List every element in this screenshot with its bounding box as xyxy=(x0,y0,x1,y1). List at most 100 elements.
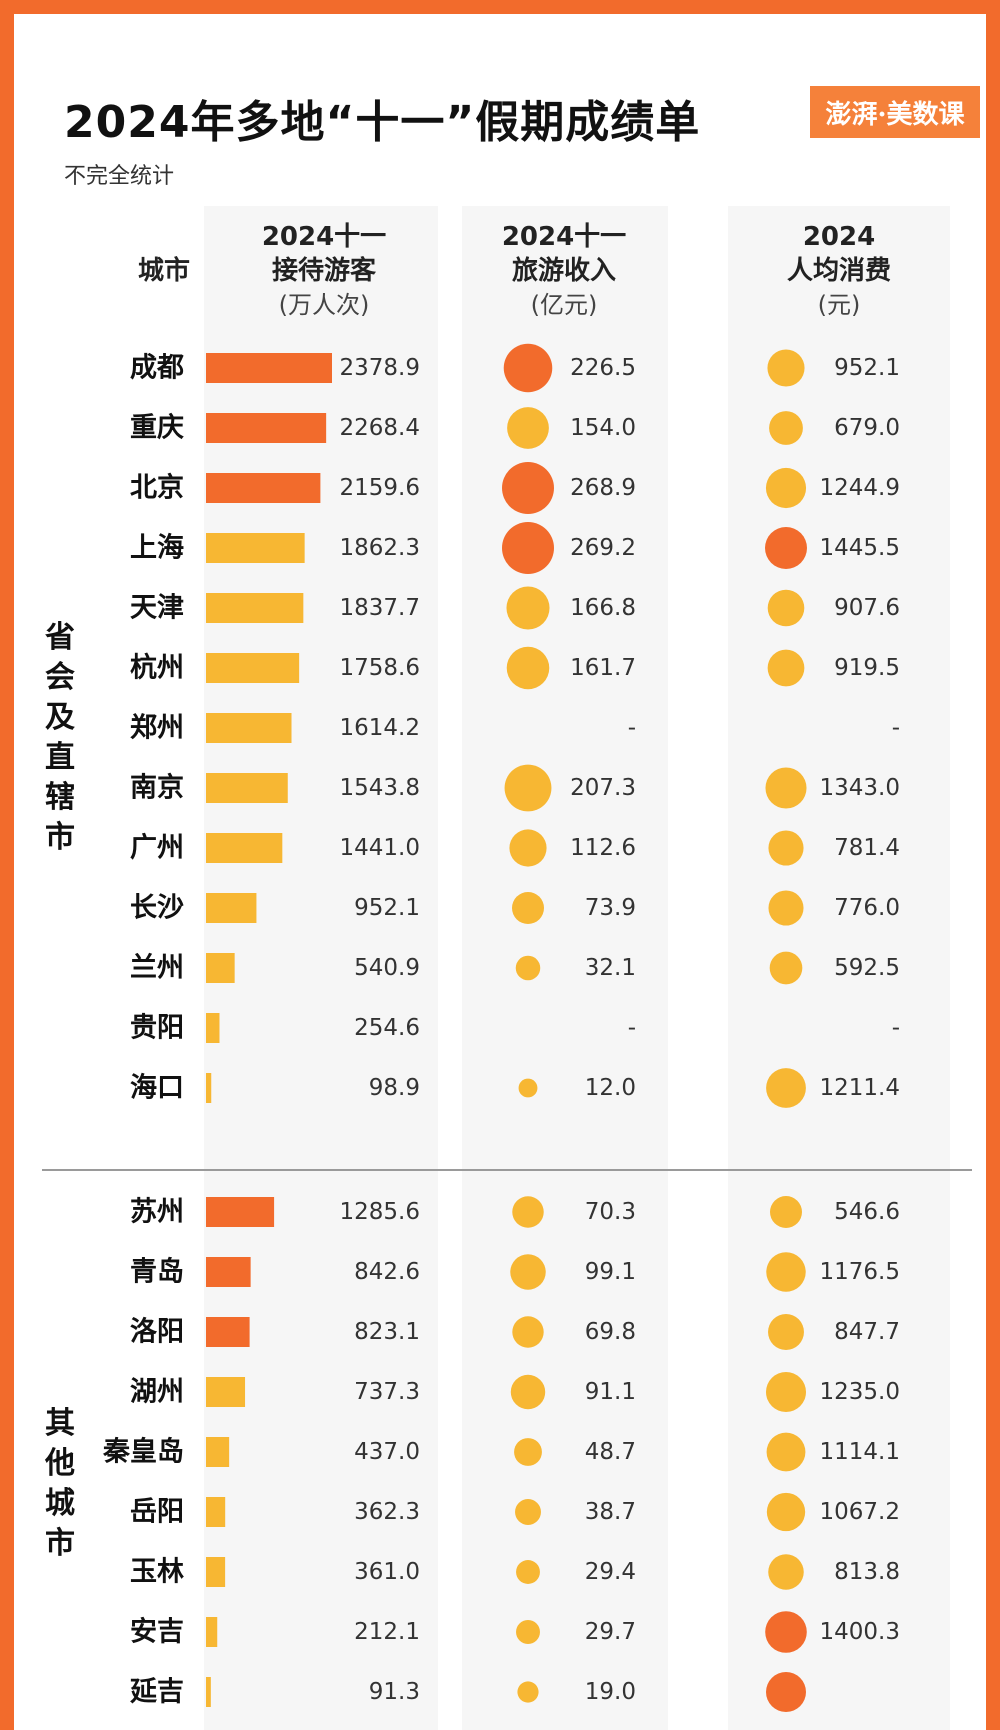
visitors-bar xyxy=(206,1377,246,1407)
revenue-value: 38.7 xyxy=(585,1499,636,1525)
visitors-value: 1837.7 xyxy=(340,595,420,621)
per-capita-header-unit: (元) xyxy=(817,291,861,319)
revenue-value: 226.5 xyxy=(570,355,636,381)
city-label: 成都 xyxy=(130,353,184,384)
revenue-value: - xyxy=(628,715,636,741)
per-capita-bubble xyxy=(766,1672,806,1712)
visitors-value: 1862.3 xyxy=(340,535,420,561)
visitors-header-line1: 2024十一 xyxy=(261,222,387,252)
per-capita-bubble xyxy=(767,349,805,387)
visitors-value: 2378.9 xyxy=(340,355,420,381)
visitors-header: 2024十一 接待游客 (万人次) xyxy=(214,220,434,322)
revenue-column-bg xyxy=(462,206,668,1730)
revenue-value: 268.9 xyxy=(570,475,636,501)
group-label-provincial: 省会及直辖市 xyxy=(45,620,75,855)
city-header-label: 城市 xyxy=(137,256,190,286)
per-capita-value: 813.8 xyxy=(834,1559,900,1585)
visitors-value: 91.3 xyxy=(369,1679,420,1705)
city-label: 长沙 xyxy=(130,893,184,924)
per-capita-header-line2: 人均消费 xyxy=(786,256,891,286)
revenue-value: 207.3 xyxy=(570,775,636,801)
city-label: 青岛 xyxy=(130,1256,184,1288)
revenue-bubble xyxy=(517,1681,539,1703)
visitors-bar xyxy=(206,1497,226,1527)
revenue-value: 154.0 xyxy=(570,415,636,441)
per-capita-value: 847.7 xyxy=(834,1319,900,1345)
revenue-bubble xyxy=(515,1499,541,1525)
visitors-value: 2159.6 xyxy=(340,475,420,501)
revenue-value: 166.8 xyxy=(570,595,636,621)
revenue-bubble xyxy=(516,1620,540,1644)
per-capita-bubble xyxy=(770,1196,802,1228)
visitors-value: 254.6 xyxy=(354,1015,420,1041)
page-title: 2024年多地“十一”假期成绩单 xyxy=(64,97,701,148)
per-capita-bubble xyxy=(768,1314,804,1350)
visitors-value: 540.9 xyxy=(354,955,420,981)
city-label: 广州 xyxy=(130,833,184,864)
visitors-value: 737.3 xyxy=(354,1379,420,1405)
visitors-bar xyxy=(206,413,327,443)
revenue-value: 12.0 xyxy=(585,1075,636,1101)
city-label: 重庆 xyxy=(130,412,184,444)
visitors-value: 823.1 xyxy=(354,1319,420,1345)
visitors-value: 1285.6 xyxy=(340,1199,420,1225)
revenue-value: - xyxy=(628,1015,636,1041)
per-capita-value: 907.6 xyxy=(834,595,900,621)
revenue-bubble xyxy=(506,646,550,690)
revenue-bubble xyxy=(503,343,553,393)
visitors-bar xyxy=(206,1073,212,1103)
revenue-bubble xyxy=(518,1078,538,1098)
visitors-value: 212.1 xyxy=(354,1619,420,1645)
revenue-value: 73.9 xyxy=(585,895,636,921)
per-capita-bubble xyxy=(767,649,805,687)
per-capita-bubble xyxy=(768,890,804,926)
visitors-value: 361.0 xyxy=(354,1559,420,1585)
visitors-bar xyxy=(206,953,235,983)
group-label-other: 其他城市 xyxy=(45,1406,75,1561)
per-capita-header-line1: 2024 xyxy=(802,222,876,252)
per-capita-value: 776.0 xyxy=(834,895,900,921)
visitors-value: 1614.2 xyxy=(340,715,420,741)
revenue-value: 161.7 xyxy=(570,655,636,681)
city-label: 郑州 xyxy=(130,713,184,744)
visitors-bar xyxy=(206,893,257,923)
per-capita-bubble xyxy=(765,1611,807,1653)
revenue-value: 70.3 xyxy=(585,1199,636,1225)
per-capita-bubble xyxy=(769,951,803,985)
visitors-bar xyxy=(206,653,300,683)
group-divider xyxy=(42,1169,972,1171)
revenue-header-unit: (亿元) xyxy=(530,291,598,319)
revenue-bubble xyxy=(510,1254,546,1290)
revenue-bubble xyxy=(510,1374,546,1410)
per-capita-value: 1235.0 xyxy=(820,1379,900,1405)
per-capita-column-bg xyxy=(728,206,950,1730)
per-capita-value: 1114.1 xyxy=(820,1439,900,1465)
visitors-value: 437.0 xyxy=(354,1439,420,1465)
per-capita-value: 1211.4 xyxy=(820,1075,900,1101)
visitors-value: 98.9 xyxy=(369,1075,420,1101)
visitors-bar xyxy=(206,1197,275,1227)
city-label: 北京 xyxy=(130,472,184,504)
revenue-bubble xyxy=(512,1316,544,1348)
per-capita-header: 2024 人均消费 (元) xyxy=(744,220,934,322)
city-label: 兰州 xyxy=(130,953,184,984)
per-capita-bubble xyxy=(768,1554,804,1590)
per-capita-bubble xyxy=(765,767,807,809)
city-label: 上海 xyxy=(130,533,184,564)
page-subtitle: 不完全统计 xyxy=(64,164,175,189)
visitors-bar xyxy=(206,473,321,503)
visitors-value: 1758.6 xyxy=(340,655,420,681)
revenue-value: 269.2 xyxy=(570,535,636,561)
city-label: 湖州 xyxy=(130,1377,184,1408)
visitors-bar xyxy=(206,1317,250,1347)
visitors-header-line2: 接待游客 xyxy=(271,256,376,286)
revenue-value: 29.4 xyxy=(585,1559,636,1585)
revenue-bubble xyxy=(506,586,550,630)
revenue-value: 48.7 xyxy=(585,1439,636,1465)
per-capita-value: 1400.3 xyxy=(820,1619,900,1645)
city-label: 天津 xyxy=(130,593,184,624)
visitors-value: 842.6 xyxy=(354,1259,420,1285)
per-capita-bubble xyxy=(765,467,807,509)
visitors-bar xyxy=(206,353,332,383)
per-capita-value: - xyxy=(892,715,900,741)
